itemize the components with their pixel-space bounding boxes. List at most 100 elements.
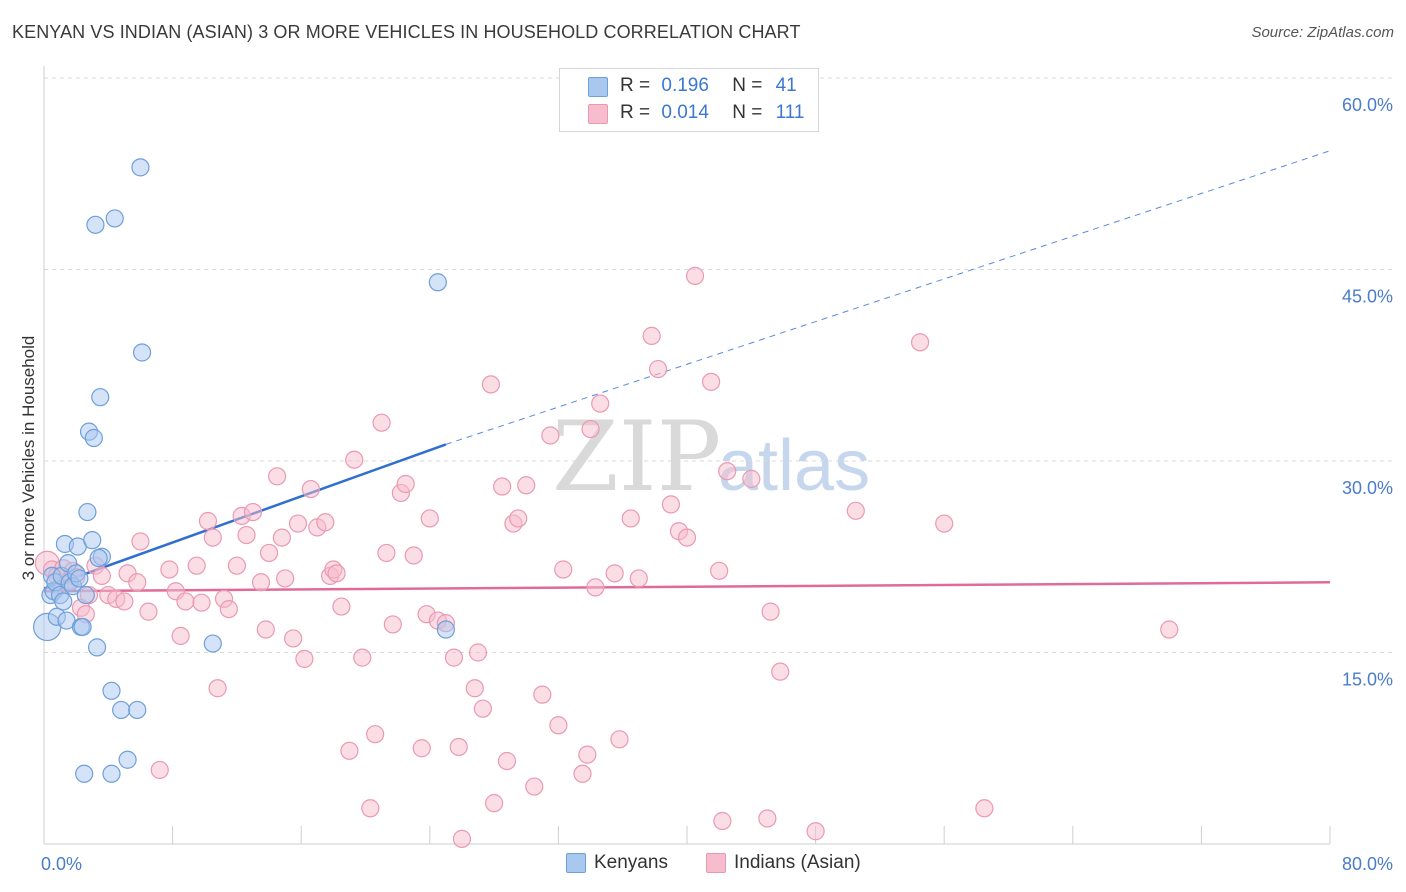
kenyan-point (76, 585, 95, 605)
indian-point (465, 679, 484, 698)
kenyan-point (73, 617, 92, 637)
indian-point (713, 811, 732, 831)
indian-point (761, 602, 780, 621)
chart-title: KENYAN VS INDIAN (ASIAN) 3 OR MORE VEHIC… (12, 22, 801, 42)
indian-point (332, 597, 351, 616)
indian-point (208, 679, 227, 698)
kenyan-point (87, 638, 107, 657)
indian-point (591, 394, 610, 413)
indian-point (377, 543, 396, 563)
indian-point (404, 546, 423, 565)
indian-point (610, 730, 629, 749)
indian-point (771, 662, 790, 681)
indian-point (578, 745, 597, 764)
axes (43, 66, 1331, 845)
indian-point (525, 777, 544, 796)
y-tick-label: 15.0% (1342, 670, 1393, 690)
legend-r-value: 0.014 (661, 102, 709, 123)
indian-point (533, 685, 552, 704)
indian-point (710, 561, 729, 580)
indian-point (444, 648, 464, 667)
y-tick-label: 30.0% (1342, 478, 1393, 498)
indian-point (493, 477, 512, 496)
kenyan-point (54, 592, 73, 611)
indian-swatch (588, 104, 608, 124)
indian-point (295, 649, 314, 668)
stats-legend: R = 0.196 N = 41 R = 0.014 N = 111 (559, 68, 819, 132)
kenyan-point (428, 273, 447, 292)
indian-point (131, 532, 150, 551)
indian-point (509, 509, 528, 528)
indian-point (128, 573, 147, 592)
indian-point (345, 450, 364, 469)
indian-point (115, 592, 134, 611)
indian-point (629, 569, 648, 588)
legend-r-label: R = (620, 75, 651, 96)
kenyan-point (78, 502, 97, 522)
y-tick-label: 45.0% (1342, 287, 1393, 307)
indian-point (517, 476, 536, 495)
indian-point (420, 509, 439, 528)
indian-point (267, 467, 287, 486)
indian-point (288, 514, 308, 533)
indian-point (361, 799, 380, 818)
watermark-zip: ZIP (552, 401, 721, 513)
indian-point (485, 794, 504, 813)
watermark: ZIP atlas (552, 401, 870, 513)
legend-n-label: N = (732, 102, 763, 123)
watermark-atlas: atlas (718, 426, 870, 506)
indian-point (272, 528, 292, 547)
indian-point (243, 502, 263, 522)
indian-point (160, 560, 179, 579)
indian-point (549, 716, 568, 735)
kenyan-point (128, 700, 147, 720)
kenyan-point (75, 764, 94, 783)
legend-r-value: 0.196 (661, 75, 709, 96)
indian-point (316, 513, 335, 532)
indian-point (150, 760, 169, 780)
indian-point (251, 573, 271, 592)
indian-point (372, 413, 391, 432)
indian-point (581, 419, 600, 439)
indian-point (497, 751, 517, 771)
indian-point (449, 737, 468, 757)
legend-n-value: 111 (775, 102, 805, 123)
legend-item-label: Indians (Asian) (734, 852, 861, 873)
kenyan-point (86, 215, 105, 234)
indian-point (541, 426, 560, 445)
indian-point (554, 560, 573, 579)
indian-point (742, 469, 761, 488)
kenyan-point (131, 158, 150, 177)
indian-point (661, 495, 681, 514)
indian-point (702, 372, 721, 391)
x-tick-label: 0.0% (41, 854, 82, 874)
indian-point (468, 643, 488, 662)
indian-point (259, 543, 279, 563)
indian-point (648, 359, 668, 379)
indian-point (605, 564, 624, 583)
indian-point (276, 569, 295, 588)
indian-point (203, 528, 222, 547)
indian-point (284, 629, 303, 648)
indian-point (846, 501, 865, 520)
kenyan-point (112, 700, 131, 720)
indian-point (227, 556, 246, 575)
indian-point (353, 648, 372, 667)
kenyan-point (102, 681, 121, 700)
indian-point (621, 509, 640, 528)
indian-point (256, 620, 275, 639)
indian-point (176, 592, 195, 611)
kenyan-point (132, 343, 152, 362)
indian-point (171, 626, 190, 646)
indian-point (677, 528, 697, 547)
x-tick-label: 80.0% (1342, 854, 1393, 874)
indian-point (806, 822, 825, 841)
indian-point (910, 333, 930, 352)
indian-point (573, 764, 592, 783)
indian-point (586, 578, 605, 597)
indian-point (758, 809, 777, 828)
trend-lines (43, 150, 1331, 593)
kenyan-point (118, 750, 137, 769)
source-credit: Source: ZipAtlas.com (1251, 24, 1394, 41)
